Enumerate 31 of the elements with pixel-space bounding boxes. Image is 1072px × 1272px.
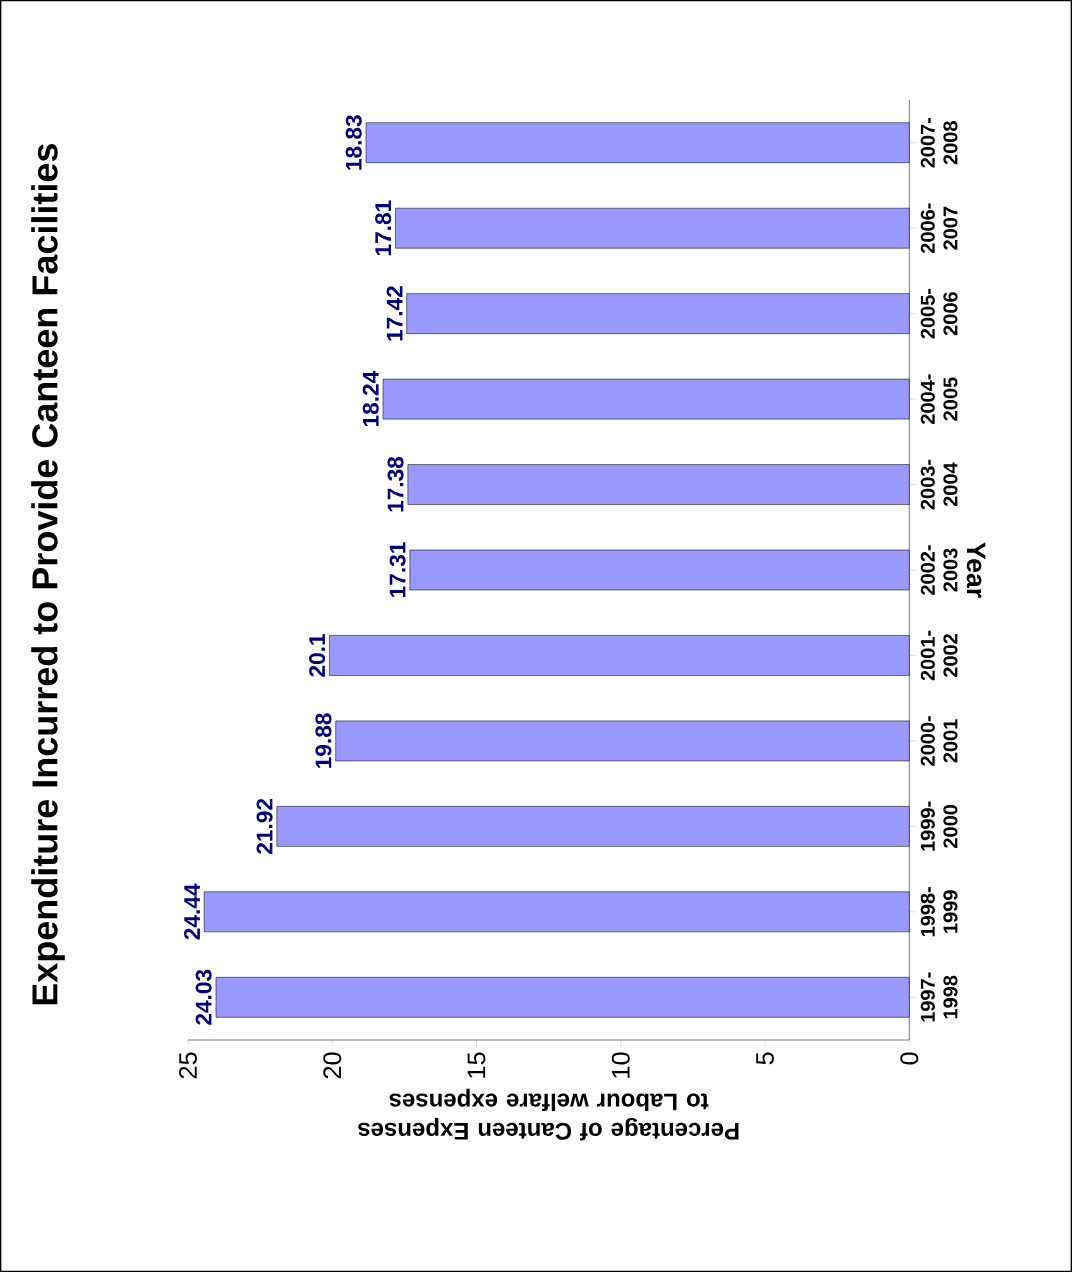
y-tick-label: 2005- 2006	[920, 288, 958, 339]
y-tick-label: 1998- 1999	[920, 887, 958, 937]
x-tick-label: 5	[756, 1052, 774, 1065]
x-tick-label: 20	[323, 1052, 342, 1079]
data-label: 17.38	[387, 456, 404, 512]
x-tick-label: 15	[467, 1052, 486, 1078]
text: Expenditure Incurred to Provide Canteen Facilities	[31, 144, 65, 1005]
y-tick-label: 1999- 2000	[920, 801, 958, 851]
y-tick-label: 2007- 2008	[920, 117, 958, 168]
y-tick-label: 2003- 2004	[920, 459, 958, 510]
data-label: 17.31	[389, 542, 406, 597]
data-label: 21.92	[256, 798, 273, 854]
y-axis-title: Year	[966, 542, 986, 598]
data-label: 24.03	[195, 969, 212, 1025]
data-label: 18.83	[345, 115, 362, 170]
y-tick-label: 2000- 2001	[920, 716, 958, 766]
y-tick-label: 1997- 1998	[920, 972, 958, 1022]
x-axis-title: Percentage of Canteen Expenses to Labour welfare expenses	[358, 1088, 739, 1141]
data-label: 19.88	[315, 713, 332, 768]
x-tick-label: 0	[900, 1052, 919, 1065]
data-label: 18.24	[362, 370, 379, 427]
data-label: 17.42	[386, 286, 403, 341]
x-tick-label: 25	[179, 1052, 197, 1079]
x-tick-label: 10	[611, 1052, 630, 1078]
data-label: 24.44	[184, 883, 200, 940]
y-tick-label: 2002- 2003	[920, 545, 958, 595]
y-tick-label: 2004- 2005	[920, 374, 958, 424]
data-label: 17.81	[375, 200, 392, 256]
y-tick-label: 2001- 2002	[920, 630, 958, 681]
y-tick-label: 2006- 2007	[920, 203, 958, 254]
data-label: 20.1	[309, 634, 326, 677]
